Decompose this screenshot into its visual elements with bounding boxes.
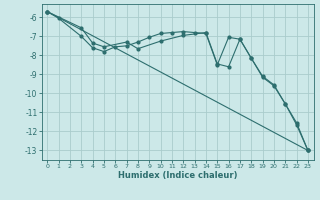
X-axis label: Humidex (Indice chaleur): Humidex (Indice chaleur) xyxy=(118,171,237,180)
